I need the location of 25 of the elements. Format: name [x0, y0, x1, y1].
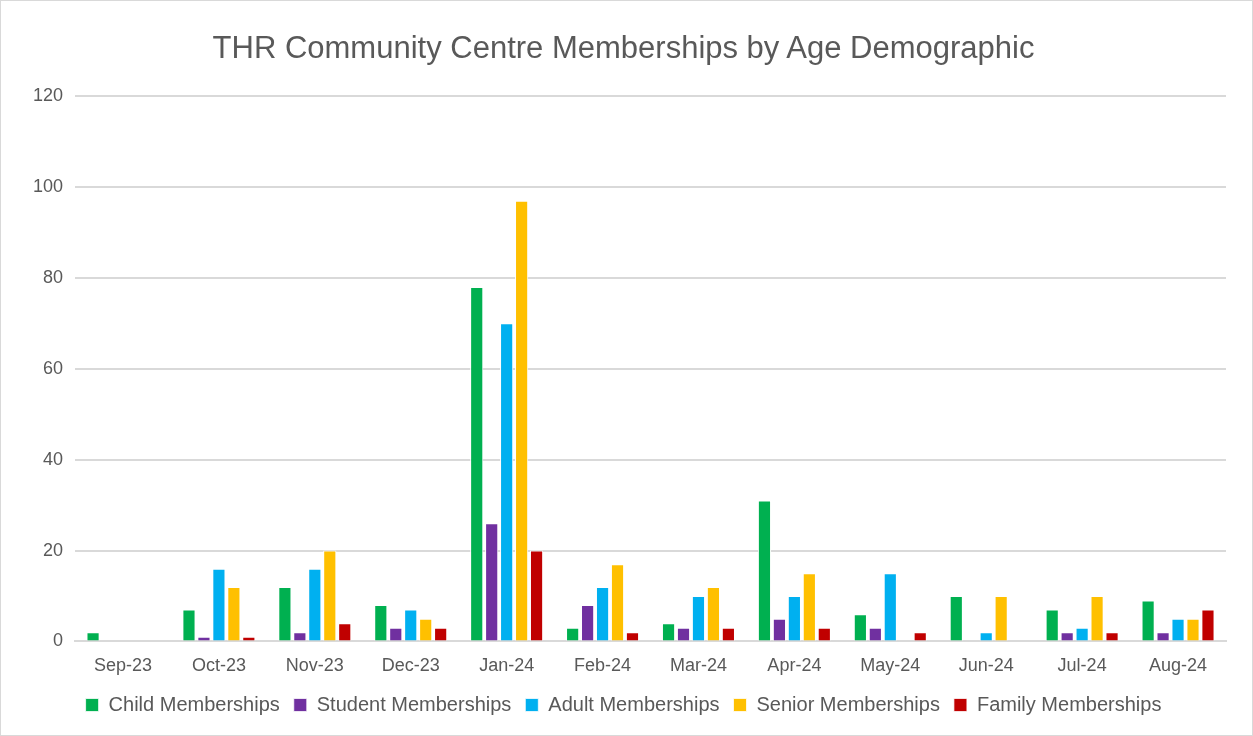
x-tick-label: Aug-24: [1149, 655, 1208, 676]
y-tick-label: 20: [43, 539, 64, 560]
y-tick-label: 100: [32, 176, 64, 197]
x-tick-label: Sep-23: [93, 655, 153, 676]
x-tick-label: Mar-24: [669, 655, 727, 676]
x-tick-label: Nov-23: [285, 655, 344, 676]
x-tick-label: Feb-24: [574, 655, 632, 676]
legend-label: Family Memberships: [976, 692, 1162, 715]
x-tick-label: Dec-23: [381, 655, 440, 676]
legend-label: Student Memberships: [316, 692, 512, 715]
legend-label: Senior Memberships: [756, 692, 940, 715]
x-tick-label: Jan-24: [479, 655, 535, 676]
y-tick-label: 120: [32, 85, 64, 106]
chart-title: THR Community Centre Memberships by Age Demographic: [212, 30, 1035, 66]
legend-label: Adult Memberships: [548, 692, 720, 715]
x-tick-label: Jul-24: [1057, 655, 1107, 676]
x-tick-label: Apr-24: [767, 655, 822, 676]
y-tick-label: 80: [43, 266, 64, 287]
y-tick-label: 60: [43, 357, 64, 378]
x-tick-label: Jun-24: [958, 655, 1014, 676]
legend-label: Child Memberships: [108, 692, 280, 715]
x-tick-label: May-24: [860, 655, 921, 676]
x-tick-label: Oct-23: [191, 655, 246, 676]
y-tick-label: 0: [53, 630, 64, 651]
y-tick-label: 40: [43, 448, 64, 469]
